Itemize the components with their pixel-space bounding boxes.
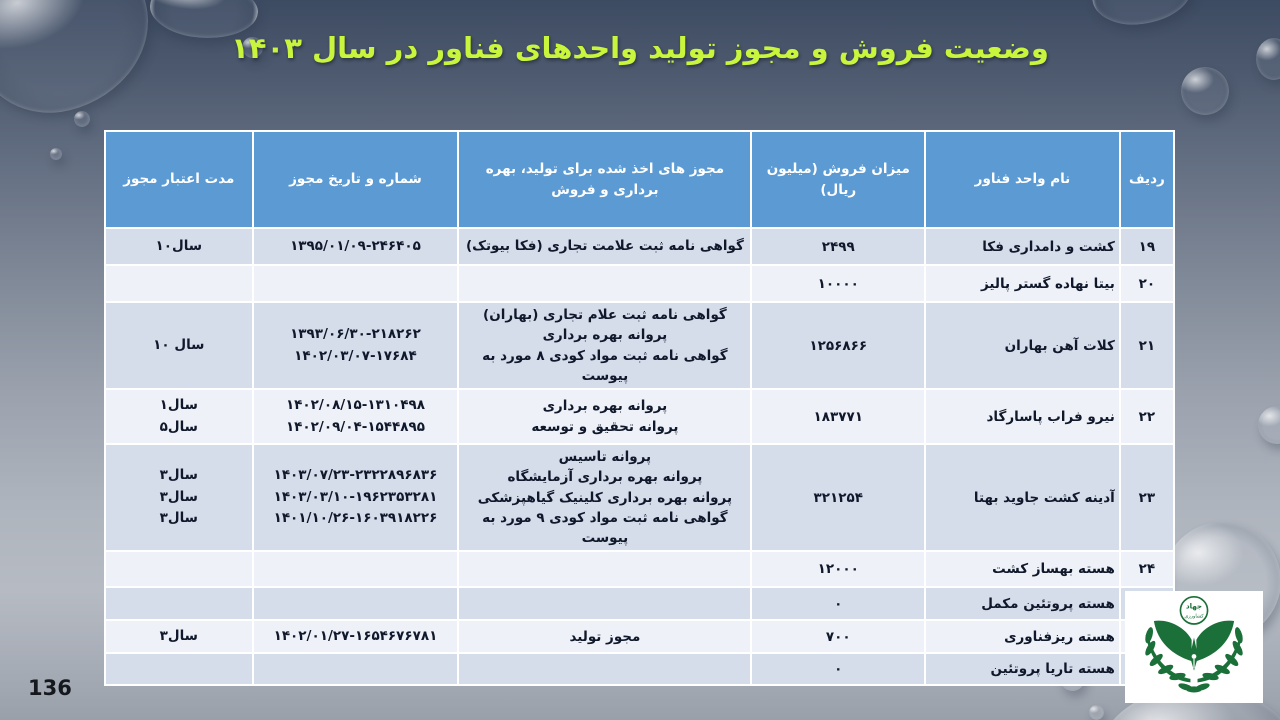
unit-name-cell: هسته ریزفناوری [924, 619, 1121, 655]
table-header-row: ردیف نام واحد فناور میزان فروش (میلیون ر… [104, 130, 1176, 229]
validity-cell: ۳سال ۳سال ۳سال [104, 442, 254, 553]
table-row: ۲۰ بیتا نهاده گستر پالیز ۱۰۰۰۰ [104, 264, 1176, 303]
license-number-cell [251, 550, 460, 589]
validity-cell [104, 586, 254, 622]
page-number: 136 [28, 676, 72, 700]
sales-cell: ۱۲۰۰۰ [750, 550, 927, 589]
licenses-cell: مجوز تولید [457, 619, 753, 655]
table-row: ۲۴ هسته بهساز کشت ۱۲۰۰۰ [104, 550, 1176, 589]
validity-cell: ۱۰ سال [104, 301, 254, 390]
unit-name-cell: نیرو فراب پاسارگاد [924, 388, 1121, 445]
unit-name-cell: آدینه کشت جاوید بهتا [924, 442, 1121, 553]
license-number-cell [251, 652, 460, 687]
sales-cell: ۰ [750, 652, 927, 687]
license-number-cell: ۱۳۹۳/۰۶/۳۰-۲۱۸۲۶۲ ۱۴۰۲/۰۳/۰۷-۱۷۶۸۴ [251, 301, 460, 390]
header-cell-unit-name: نام واحد فناور [924, 130, 1121, 229]
sales-cell: ۱۲۵۶۸۶۶ [750, 301, 927, 390]
table-row: ۲۳ آدینه کشت جاوید بهتا ۳۲۱۲۵۴ پروانه تا… [104, 442, 1176, 553]
header-cell-licenses: مجوز های اخذ شده برای تولید، بهره برداری… [457, 130, 753, 229]
unit-name-cell: هسته پروتئین مکمل [924, 586, 1121, 622]
license-number-cell: ۱۴۰۲/۰۱/۲۷-۱۶۵۴۶۷۶۷۸۱ [251, 619, 460, 655]
unit-name-cell: بیتا نهاده گستر پالیز [924, 264, 1121, 303]
licenses-cell: گواهی نامه ثبت علام تجاری (بهاران) پروان… [457, 301, 753, 390]
header-cell-license-number: شماره و تاریخ مجوز [251, 130, 460, 229]
water-droplet-decoration [1256, 38, 1280, 80]
licenses-cell [457, 586, 753, 622]
logo-emblem-icon: جهاد کشاورزی [1145, 596, 1243, 693]
validity-cell [104, 550, 254, 589]
table-row: هسته تاریا پروتئین ۰ [104, 652, 1176, 687]
validity-cell [104, 652, 254, 687]
table-row: هسته ریزفناوری ۷۰۰ مجوز تولید ۱۴۰۲/۰۱/۲۷… [104, 619, 1176, 655]
sales-cell: ۱۰۰۰۰ [750, 264, 927, 303]
row-number-cell: ۲۱ [1118, 301, 1176, 390]
sales-cell: ۳۲۱۲۵۴ [750, 442, 927, 553]
sales-cell: ۲۴۹۹ [750, 227, 927, 266]
logo-seal-text-line2: کشاورزی [1184, 614, 1204, 620]
header-cell-sales: میزان فروش (میلیون ریال) [750, 130, 927, 229]
licenses-cell [457, 264, 753, 303]
water-droplet-decoration [1181, 67, 1229, 115]
license-number-cell [251, 586, 460, 622]
table-row: ۲۵ هسته پروتئین مکمل ۰ [104, 586, 1176, 622]
licenses-cell: پروانه بهره برداری پروانه تحقیق و توسعه [457, 388, 753, 445]
license-number-cell: ۱۳۹۵/۰۱/۰۹-۲۴۶۴۰۵ [251, 227, 460, 266]
licenses-cell [457, 652, 753, 687]
validity-cell: ۱سال ۵سال [104, 388, 254, 445]
sales-cell: ۰ [750, 586, 927, 622]
header-cell-row-number: ردیف [1118, 130, 1176, 229]
water-droplet-decoration [1258, 406, 1280, 444]
table-row: ۲۱ کلات آهن بهاران ۱۲۵۶۸۶۶ گواهی نامه ثب… [104, 301, 1176, 390]
unit-name-cell: کلات آهن بهاران [924, 301, 1121, 390]
header-cell-validity: مدت اعتبار مجوز [104, 130, 254, 229]
table-row: ۱۹ کشت و دامداری فکا ۲۴۹۹ گواهی نامه ثبت… [104, 227, 1176, 266]
unit-name-cell: هسته بهساز کشت [924, 550, 1121, 589]
licenses-cell [457, 550, 753, 589]
units-table: ردیف نام واحد فناور میزان فروش (میلیون ر… [104, 130, 1176, 687]
sales-cell: ۷۰۰ [750, 619, 927, 655]
table-row: ۲۲ نیرو فراب پاسارگاد ۱۸۳۷۷۱ پروانه بهره… [104, 388, 1176, 445]
units-table-container: ردیف نام واحد فناور میزان فروش (میلیون ر… [104, 130, 1176, 687]
water-droplet-decoration [1089, 705, 1104, 720]
sales-cell: ۱۸۳۷۷۱ [750, 388, 927, 445]
row-number-cell: ۲۰ [1118, 264, 1176, 303]
row-number-cell: ۲۳ [1118, 442, 1176, 553]
unit-name-cell: هسته تاریا پروتئین [924, 652, 1121, 687]
unit-name-cell: کشت و دامداری فکا [924, 227, 1121, 266]
logo-seal-text-line1: جهاد [1186, 602, 1202, 611]
water-droplet-decoration [50, 148, 62, 160]
validity-cell: ۱۰سال [104, 227, 254, 266]
water-droplet-decoration [242, 37, 263, 58]
validity-cell: ۳سال [104, 619, 254, 655]
jahad-keshavarzi-logo: جهاد کشاورزی [1125, 591, 1263, 703]
license-number-cell: ۱۴۰۲/۰۸/۱۵-۱۳۱۰۴۹۸ ۱۴۰۲/۰۹/۰۴-۱۵۴۴۸۹۵ [251, 388, 460, 445]
validity-cell [104, 264, 254, 303]
row-number-cell: ۲۲ [1118, 388, 1176, 445]
row-number-cell: ۱۹ [1118, 227, 1176, 266]
licenses-cell: گواهی نامه ثبت علامت تجاری (فکا بیوتک) [457, 227, 753, 266]
water-droplet-decoration [74, 111, 90, 127]
slide-title: وضعیت فروش و مجوز تولید واحدهای فناور در… [231, 31, 1049, 65]
license-number-cell: ۱۴۰۳/۰۷/۲۳-۲۳۲۲۸۹۶۸۳۶ ۱۴۰۳/۰۳/۱۰-۱۹۶۲۳۵۳… [251, 442, 460, 553]
water-droplet-decoration [1089, 0, 1195, 29]
licenses-cell: پروانه تاسیس پروانه بهره برداری آزمایشگا… [457, 442, 753, 553]
row-number-cell: ۲۴ [1118, 550, 1176, 589]
license-number-cell [251, 264, 460, 303]
